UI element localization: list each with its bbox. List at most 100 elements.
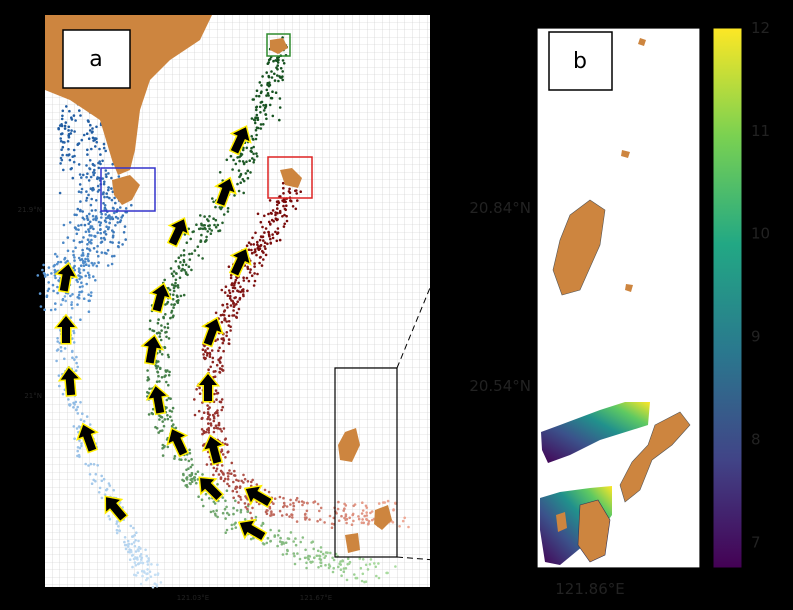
particle — [110, 176, 113, 180]
particle — [112, 207, 115, 210]
particle — [150, 563, 153, 566]
particle — [100, 216, 103, 219]
particle — [124, 547, 128, 551]
particle — [172, 289, 176, 293]
particle — [209, 365, 212, 369]
particle — [42, 263, 45, 267]
particle — [137, 539, 140, 543]
particle — [173, 454, 177, 458]
particle — [165, 398, 169, 402]
particle — [64, 261, 67, 264]
particle — [70, 301, 74, 304]
particle — [104, 220, 108, 224]
particle — [254, 137, 258, 141]
particle — [95, 125, 98, 129]
particle — [281, 181, 285, 185]
particle — [79, 208, 82, 212]
particle — [324, 551, 328, 554]
particle — [107, 226, 111, 229]
particle — [72, 425, 76, 428]
particle — [170, 272, 174, 276]
particle — [277, 79, 280, 83]
particle — [157, 374, 160, 378]
particle — [155, 583, 158, 586]
particle — [202, 431, 206, 434]
particle — [223, 317, 227, 321]
particle — [360, 521, 364, 524]
particle — [90, 238, 93, 242]
particle — [291, 516, 294, 519]
particle — [265, 71, 269, 74]
particle — [85, 196, 89, 200]
particle — [266, 242, 269, 246]
particle — [171, 315, 175, 319]
arrow — [53, 313, 79, 345]
particle — [131, 535, 134, 538]
particle — [364, 563, 368, 567]
particle — [134, 574, 138, 577]
particle — [72, 239, 76, 242]
particle — [190, 477, 194, 481]
particle — [98, 486, 102, 490]
particle — [265, 541, 269, 545]
particle — [82, 173, 85, 177]
particle — [242, 288, 245, 291]
particle — [246, 507, 249, 511]
particle — [186, 273, 189, 277]
particle — [115, 531, 119, 535]
particle — [293, 562, 297, 566]
particle — [203, 344, 206, 348]
particle — [256, 126, 260, 130]
colorbar-tick-label: 11 — [751, 122, 770, 140]
particle — [108, 484, 112, 487]
particle — [278, 118, 281, 122]
particle — [295, 520, 299, 523]
particle — [128, 558, 132, 561]
particle — [100, 236, 103, 240]
particle — [99, 153, 102, 156]
particle — [167, 383, 170, 387]
particle — [266, 536, 270, 540]
particle — [108, 215, 112, 219]
particle — [147, 378, 151, 381]
particle — [299, 540, 303, 544]
particle — [69, 132, 73, 135]
particle — [53, 263, 56, 267]
arrow — [201, 316, 224, 348]
particle — [105, 175, 108, 179]
particle — [63, 295, 67, 298]
particle — [252, 138, 255, 141]
particle — [194, 472, 197, 476]
particle — [279, 67, 283, 70]
particle — [86, 153, 89, 156]
particle — [198, 386, 201, 390]
particle — [75, 408, 78, 411]
particle — [110, 187, 113, 190]
particle — [196, 245, 200, 248]
particle — [155, 380, 159, 384]
particle — [196, 470, 200, 474]
particle — [61, 145, 65, 149]
particle — [227, 484, 231, 488]
particle — [236, 182, 239, 186]
particle — [70, 350, 74, 354]
particle — [66, 259, 69, 263]
particle — [206, 412, 210, 416]
particle — [233, 304, 236, 307]
particle — [243, 502, 247, 505]
particle — [221, 221, 224, 225]
particle — [265, 117, 268, 121]
particle — [100, 212, 103, 216]
particle — [237, 307, 241, 311]
particle — [233, 523, 236, 526]
particle — [207, 422, 210, 425]
particle — [248, 271, 252, 274]
particle — [215, 426, 219, 430]
particle — [173, 457, 176, 460]
particle — [73, 130, 76, 133]
particle — [47, 287, 51, 291]
arrow-shape — [54, 261, 79, 294]
particle — [74, 369, 78, 372]
particle — [267, 75, 271, 79]
particle — [256, 212, 260, 216]
